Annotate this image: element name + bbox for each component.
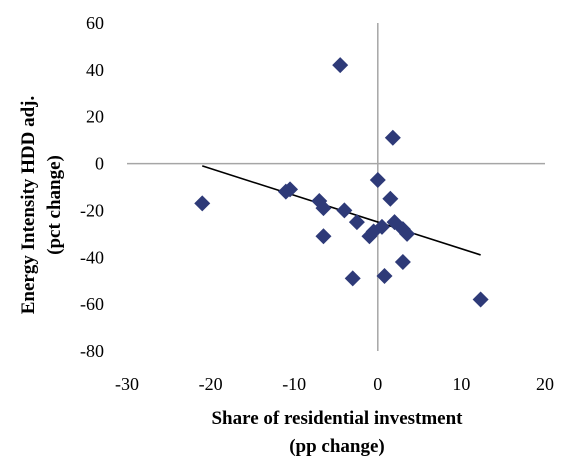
data-point	[194, 195, 211, 212]
y-axis-title-line-1: Energy Intensity HDD adj.	[18, 96, 39, 315]
data-points	[194, 57, 489, 308]
y-tick-label: -60	[80, 294, 104, 314]
axis-titles: Share of residential investment (pp chan…	[18, 96, 463, 456]
data-point	[376, 268, 393, 285]
data-point	[394, 253, 411, 270]
data-point	[373, 218, 390, 235]
data-point	[399, 225, 416, 242]
y-axis-title-line-2: (pct change)	[44, 155, 65, 255]
data-point	[344, 270, 361, 287]
data-point	[382, 190, 399, 207]
y-tick-label: -20	[80, 200, 104, 220]
y-tick-label: 40	[86, 60, 104, 80]
x-tick-label: -10	[282, 374, 306, 394]
x-tick-label: 0	[373, 374, 382, 394]
data-point	[348, 214, 365, 231]
y-tick-label: 60	[86, 13, 104, 33]
tick-labels: -80 -60 -40 -20 0 20 40 60 -30 -20 -10 0 10 20	[80, 13, 554, 394]
data-point	[332, 57, 349, 74]
y-tick-label: 0	[95, 154, 104, 174]
x-tick-label: -20	[199, 374, 223, 394]
data-point	[384, 129, 401, 146]
data-point	[315, 200, 332, 217]
data-point	[369, 171, 386, 188]
x-tick-label: 10	[452, 374, 470, 394]
y-tick-label: 20	[86, 107, 104, 127]
x-axis-title-line-2: (pp change)	[289, 436, 385, 456]
y-tick-label: -80	[80, 341, 104, 361]
data-point	[336, 202, 353, 219]
x-tick-label: -30	[115, 374, 139, 394]
x-tick-label: 20	[536, 374, 554, 394]
data-point	[315, 228, 332, 245]
x-axis-title-line-1: Share of residential investment	[211, 408, 463, 429]
data-point	[282, 181, 299, 198]
y-tick-label: -40	[80, 247, 104, 267]
data-point	[472, 291, 489, 308]
